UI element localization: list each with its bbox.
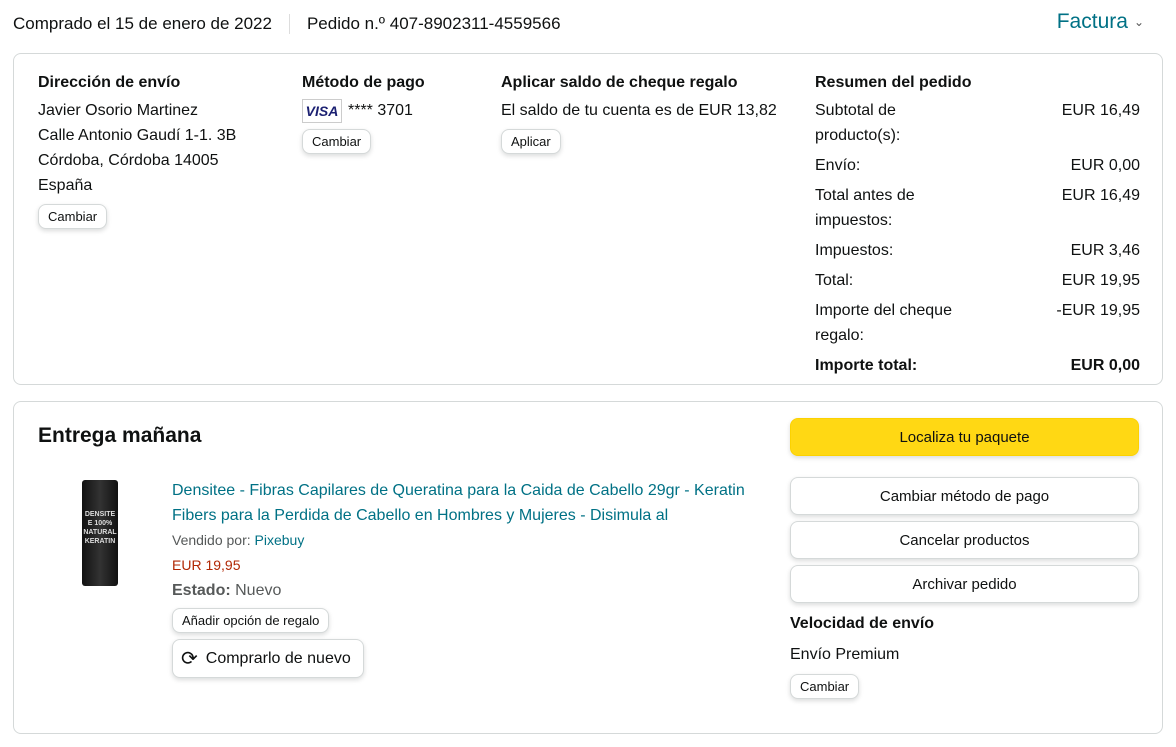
summary-label: Impuestos:: [815, 242, 894, 259]
product-price: EUR 19,95: [172, 557, 241, 573]
summary-label: Subtotal de producto(s):: [815, 102, 901, 144]
payment-method: Método de pago VISA **** 3701 Cambiar: [302, 74, 425, 154]
summary-value: EUR 16,49: [1061, 187, 1140, 204]
summary-row: Total antes de impuestos: EUR 16,49: [815, 183, 1140, 233]
summary-value: EUR 3,46: [1070, 242, 1140, 259]
card-number: **** 3701: [348, 102, 413, 119]
summary-label: Envío:: [815, 157, 861, 174]
summary-row: Importe del cheque regalo: -EUR 19,95: [815, 298, 1140, 348]
delivery-title: Entrega mañana: [38, 424, 202, 447]
gift-balance: El saldo de tu cuenta es de EUR 13,82: [501, 102, 777, 119]
summary-row: Impuestos: EUR 3,46: [815, 238, 1140, 263]
summary-value: -EUR 19,95: [1056, 302, 1140, 319]
change-address-button[interactable]: Cambiar: [38, 204, 108, 229]
change-payment-button[interactable]: Cambiar: [302, 129, 372, 154]
invoice-link[interactable]: Factura ⌄: [1057, 10, 1144, 34]
address-line: Javier Osorio Martinez: [38, 102, 199, 119]
gift-card: Aplicar saldo de cheque regalo El saldo …: [501, 74, 777, 154]
seller-link[interactable]: Pixebuy: [254, 532, 305, 548]
grand-total-label: Importe total:: [815, 357, 918, 374]
grand-total-value: EUR 0,00: [1070, 357, 1140, 374]
summary-value: EUR 16,49: [1061, 102, 1140, 119]
order-header: Comprado el 15 de enero de 2022 Pedido n…: [13, 14, 561, 34]
invoice-label: Factura: [1056, 10, 1128, 33]
product-info: Densitee - Fibras Capilares de Queratina…: [172, 478, 752, 678]
payment-title: Método de pago: [302, 74, 425, 91]
track-package-button[interactable]: Localiza tu paquete: [790, 418, 1139, 456]
address-line: Calle Antonio Gaudí 1-1. 3B: [38, 127, 237, 144]
summary-value: EUR 19,95: [1061, 272, 1140, 289]
summary-label: Total antes de impuestos:: [815, 187, 915, 229]
condition-value: Nuevo: [235, 582, 282, 599]
shipping-address: Dirección de envío Javier Osorio Martine…: [38, 74, 278, 229]
summary-label: Importe del cheque regalo:: [815, 302, 952, 344]
address-line: Córdoba, Córdoba 14005: [38, 152, 219, 169]
shipping-title: Dirección de envío: [38, 74, 181, 91]
summary-row: Subtotal de producto(s): EUR 16,49: [815, 98, 1140, 148]
chevron-down-icon: ⌄: [1133, 15, 1144, 29]
apply-gift-button[interactable]: Aplicar: [501, 129, 561, 154]
change-payment-method-button[interactable]: Cambiar método de pago: [790, 477, 1139, 515]
condition-label: Estado:: [172, 582, 231, 599]
change-speed-button[interactable]: Cambiar: [790, 674, 860, 699]
archive-order-button[interactable]: Archivar pedido: [790, 565, 1139, 603]
summary-title: Resumen del pedido: [815, 74, 972, 91]
product-title-link[interactable]: Densitee - Fibras Capilares de Queratina…: [172, 482, 745, 524]
purchase-date: Comprado el 15 de enero de 2022: [13, 14, 272, 33]
shipping-speed: Envío Premium: [790, 646, 900, 663]
gift-title: Aplicar saldo de cheque regalo: [501, 74, 738, 91]
divider: [288, 14, 290, 34]
order-summary: Resumen del pedido Subtotal de producto(…: [815, 74, 1140, 383]
buy-again-icon: ⟳: [181, 648, 198, 670]
add-gift-option-button[interactable]: Añadir opción de regalo: [172, 608, 330, 633]
summary-row: Envío: EUR 0,00: [815, 153, 1140, 178]
cancel-items-button[interactable]: Cancelar productos: [790, 521, 1139, 559]
address-line: España: [38, 177, 93, 194]
product-image-label: DENSITEE 100% NATURAL KERATIN: [83, 511, 117, 545]
buy-again-button[interactable]: ⟳ Comprarlo de nuevo: [172, 639, 364, 678]
summary-row: Total: EUR 19,95: [815, 268, 1140, 293]
order-details-panel: Dirección de envío Javier Osorio Martine…: [13, 53, 1163, 385]
summary-value: EUR 0,00: [1070, 157, 1140, 174]
sold-by-label: Vendido por:: [172, 532, 251, 548]
order-number: Pedido n.º 407-8902311-4559566: [306, 14, 561, 33]
visa-icon: VISA: [302, 98, 342, 123]
buy-again-label: Comprarlo de nuevo: [205, 649, 351, 667]
product-image[interactable]: DENSITEE 100% NATURAL KERATIN: [82, 480, 118, 586]
summary-label: Total:: [815, 272, 854, 289]
shipping-speed-title: Velocidad de envío: [790, 615, 935, 632]
shipment-panel: Entrega mañana DENSITEE 100% NATURAL KER…: [13, 401, 1163, 734]
